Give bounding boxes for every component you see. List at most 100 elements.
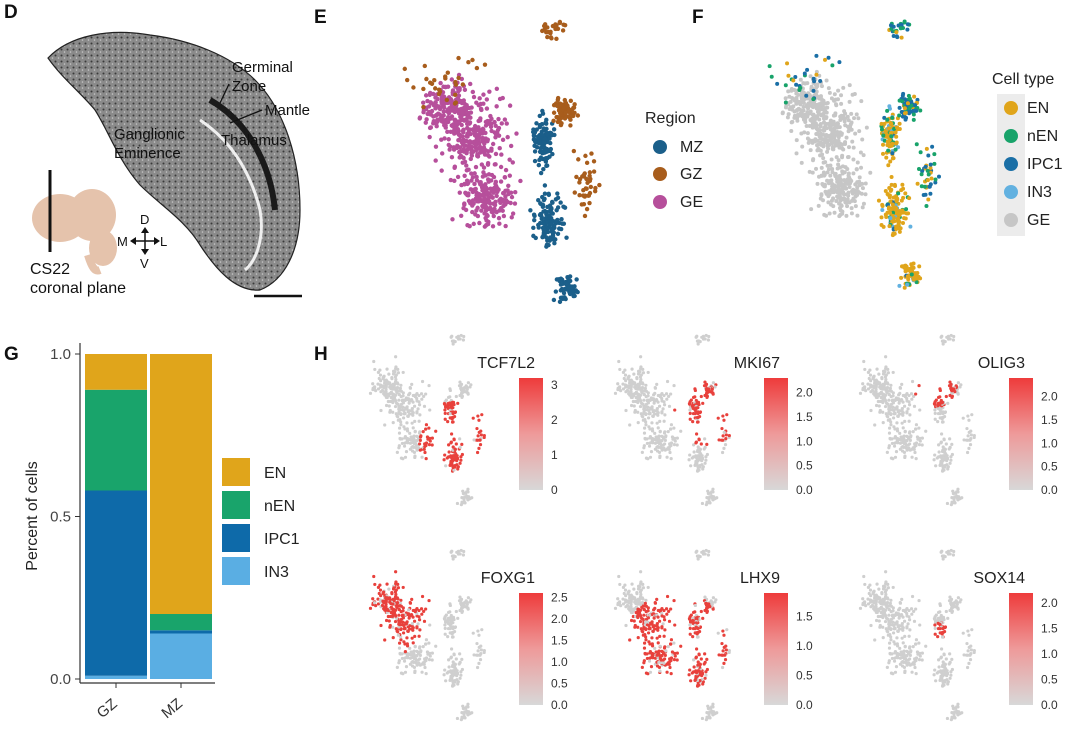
feature-point <box>422 619 427 623</box>
umap-point <box>919 172 924 177</box>
feature-point <box>664 649 668 653</box>
feature-point <box>869 408 873 413</box>
umap-point <box>845 114 850 119</box>
feature-point <box>427 383 431 388</box>
umap-point <box>847 145 852 150</box>
feature-point <box>621 602 626 606</box>
feature-point <box>691 621 695 626</box>
feature-point <box>869 594 873 598</box>
feature-point <box>385 582 389 586</box>
feature-point <box>418 628 422 632</box>
feature-point <box>639 377 643 382</box>
feature-point <box>465 705 469 709</box>
feature-point <box>636 421 640 425</box>
feature-point <box>920 443 924 447</box>
feature-point <box>629 403 634 408</box>
umap-point <box>477 132 482 137</box>
feature-point <box>694 674 698 678</box>
feature-point <box>391 587 396 591</box>
umap-point <box>455 126 461 132</box>
feature-point <box>476 649 480 653</box>
umap-point <box>542 183 548 188</box>
bar-segment-en <box>150 354 212 614</box>
umap-point <box>900 220 905 225</box>
feature-point <box>408 646 412 650</box>
feature-point <box>459 458 463 462</box>
feature-point <box>477 446 481 450</box>
feature-point <box>625 603 630 608</box>
umap-point <box>455 174 461 180</box>
feature-point <box>419 434 423 438</box>
feature-point <box>669 656 674 660</box>
feature-point <box>394 355 398 359</box>
feature-point <box>421 430 425 434</box>
umap-point <box>900 114 905 119</box>
feature-point <box>648 455 653 459</box>
feature-point <box>412 619 417 623</box>
feature-point <box>644 638 648 642</box>
umap-point <box>821 98 826 103</box>
umap-point <box>857 129 862 134</box>
umap-point <box>794 98 799 103</box>
umap-point <box>433 158 438 163</box>
feature-point <box>397 607 401 611</box>
umap-point <box>497 96 503 102</box>
feature-point <box>621 387 626 391</box>
umap-point <box>460 110 465 116</box>
umap-point <box>540 221 546 226</box>
feature-point <box>691 670 696 674</box>
umap-point <box>464 163 469 168</box>
umap-point <box>550 200 555 205</box>
feature-point <box>711 487 715 491</box>
umap-point <box>557 226 562 231</box>
feature-point <box>412 445 416 449</box>
feature-point <box>623 368 627 372</box>
feature-point <box>459 333 463 338</box>
feature-point <box>442 673 446 677</box>
feature-point <box>698 339 702 344</box>
umap-point <box>468 200 473 206</box>
umap-point <box>538 170 544 176</box>
feature-point <box>445 671 449 675</box>
feature-point <box>368 391 373 395</box>
umap-point <box>568 291 573 296</box>
feature-point <box>956 702 960 706</box>
feature-point <box>415 411 419 415</box>
feature-point <box>874 604 878 609</box>
umap-point <box>876 198 881 203</box>
umap-point <box>847 99 852 104</box>
feature-point <box>914 457 918 461</box>
feature-point <box>727 648 731 653</box>
feature-point <box>616 382 620 386</box>
feature-point <box>381 376 385 381</box>
umap-point <box>894 199 899 204</box>
celltype-legend-label: GE <box>1027 212 1050 229</box>
feature-point <box>383 638 387 642</box>
feature-point <box>462 500 466 504</box>
umap-point <box>826 146 831 151</box>
umap-point <box>908 268 913 273</box>
feature-point <box>697 402 701 407</box>
umap-point <box>472 133 478 138</box>
umap-point <box>592 188 598 194</box>
feature-point <box>666 645 670 649</box>
umap-point <box>455 130 460 135</box>
celltype-legend-item-ipc1: IPC1 <box>1004 156 1063 173</box>
feature-point <box>452 468 456 472</box>
panel-e-letter: E <box>314 7 327 28</box>
umap-point <box>836 187 841 192</box>
feature-point <box>410 636 414 640</box>
umap-point <box>468 81 473 87</box>
feature-point <box>969 433 973 437</box>
feature-point <box>448 602 452 606</box>
umap-point <box>561 105 566 111</box>
feature-point <box>663 438 667 442</box>
feature-point <box>468 385 472 389</box>
bar-segment-in3 <box>150 633 212 679</box>
feature-point <box>699 609 703 614</box>
feature-point <box>669 638 674 642</box>
umap-point <box>897 105 902 110</box>
feature-point <box>659 661 663 665</box>
feature-point <box>394 592 398 597</box>
